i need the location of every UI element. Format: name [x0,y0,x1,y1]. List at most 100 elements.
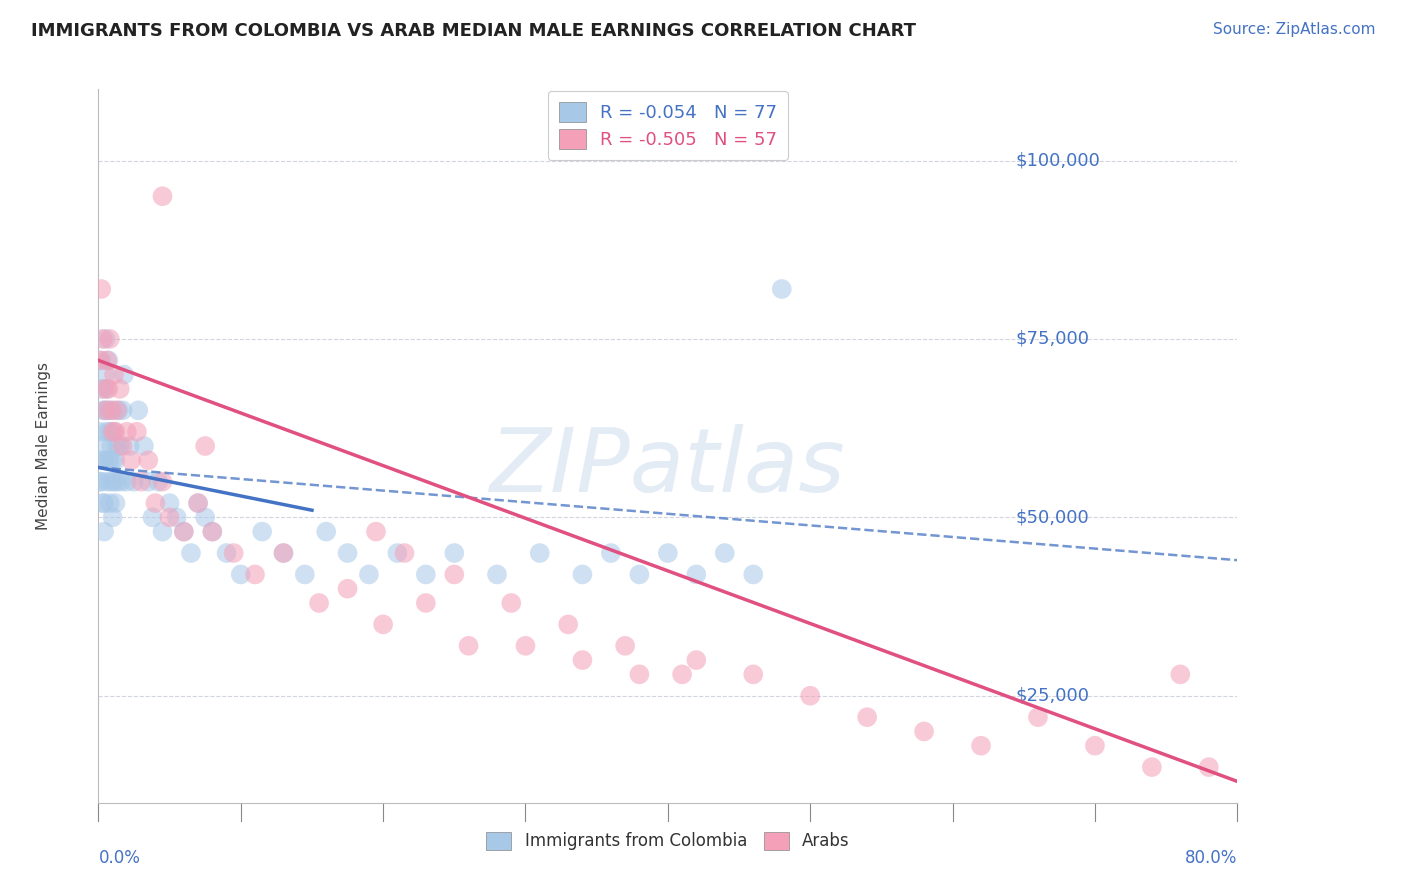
Point [98,332,121,346]
Point [111,403,134,417]
Point [148,475,170,489]
Point [201,524,224,539]
Point [336,582,359,596]
Legend: Immigrants from Colombia, Arabs: Immigrants from Colombia, Arabs [478,823,858,859]
Point [387,546,409,560]
Point [1140,760,1163,774]
Point [103,475,125,489]
Point [93,524,115,539]
Point [770,282,793,296]
Point [90,282,112,296]
Point [100,475,122,489]
Point [457,639,479,653]
Text: $75,000: $75,000 [1015,330,1090,348]
Point [96,475,118,489]
Point [122,475,145,489]
Point [101,403,124,417]
Point [136,453,159,467]
Point [308,596,330,610]
Point [1170,667,1192,681]
Text: Median Male Earnings: Median Male Earnings [37,362,51,530]
Point [96,353,118,368]
Point [97,403,120,417]
Point [104,453,127,467]
Point [108,439,131,453]
Point [571,653,593,667]
Point [229,567,252,582]
Point [201,524,224,539]
Point [1084,739,1107,753]
Point [89,353,111,368]
Point [415,567,437,582]
Text: IMMIGRANTS FROM COLOMBIA VS ARAB MEDIAN MALE EARNINGS CORRELATION CHART: IMMIGRANTS FROM COLOMBIA VS ARAB MEDIAN … [31,22,915,40]
Point [98,496,121,510]
Point [89,425,111,439]
Text: Source: ZipAtlas.com: Source: ZipAtlas.com [1212,22,1375,37]
Point [96,382,118,396]
Point [273,546,295,560]
Point [115,475,138,489]
Point [152,189,174,203]
Point [529,546,551,560]
Point [105,475,128,489]
Point [1026,710,1049,724]
Point [104,425,127,439]
Point [273,546,295,560]
Point [501,596,523,610]
Point [93,496,115,510]
Point [222,546,245,560]
Point [364,524,387,539]
Point [93,453,115,467]
Point [145,496,167,510]
Point [98,453,121,467]
Point [94,403,117,417]
Point [127,403,149,417]
Point [315,524,337,539]
Point [97,353,120,368]
Point [129,475,152,489]
Point [443,546,465,560]
Point [91,403,114,417]
Point [101,510,124,524]
Point [152,475,174,489]
Point [194,439,217,453]
Point [89,453,111,467]
Point [173,524,195,539]
Point [159,510,181,524]
Point [194,510,217,524]
Point [152,524,174,539]
Point [90,353,112,368]
Point [600,546,623,560]
Point [571,567,593,582]
Point [215,546,238,560]
Point [742,567,765,582]
Point [125,425,148,439]
Point [628,567,651,582]
Point [685,567,707,582]
Point [105,403,128,417]
Point [98,425,121,439]
Point [120,453,142,467]
Point [91,496,114,510]
Point [94,332,117,346]
Point [443,567,465,582]
Point [112,368,135,382]
Point [136,475,159,489]
Point [970,739,993,753]
Point [96,425,118,439]
Point [103,368,125,382]
Point [141,510,163,524]
Point [94,368,117,382]
Point [111,439,134,453]
Point [97,382,120,396]
Point [101,453,124,467]
Point [91,332,114,346]
Point [394,546,416,560]
Point [357,567,380,582]
Point [799,689,821,703]
Point [159,496,181,510]
Text: 0.0%: 0.0% [98,849,141,867]
Point [90,475,112,489]
Point [415,596,437,610]
Point [104,496,127,510]
